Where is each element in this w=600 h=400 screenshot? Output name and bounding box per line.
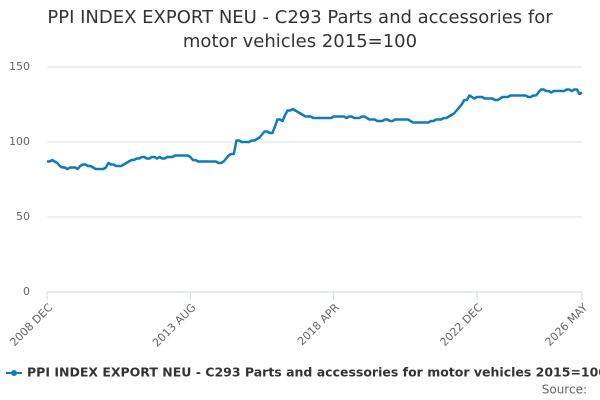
series-line [47, 88, 583, 171]
y-tick-label: 100 [9, 135, 30, 148]
legend-marker [11, 370, 17, 376]
x-tick-label: 2018 APR [295, 301, 342, 348]
source: Source: [542, 383, 587, 397]
x-tick-label: 2026 MAY [543, 301, 591, 349]
y-tick-label: 50 [16, 210, 30, 223]
x-tick-label: 2013 AUG [150, 301, 199, 350]
y-tick-label: 150 [9, 60, 30, 73]
legend-label: PPI INDEX EXPORT NEU - C293 Parts and ac… [27, 365, 600, 380]
x-tick-label: 2008 DEC [7, 301, 55, 349]
chart-title: PPI INDEX EXPORT NEU - C293 Parts and ac… [47, 7, 553, 52]
x-tick-label: 2022 DEC [437, 301, 485, 349]
y-tick-label: 0 [23, 285, 30, 298]
